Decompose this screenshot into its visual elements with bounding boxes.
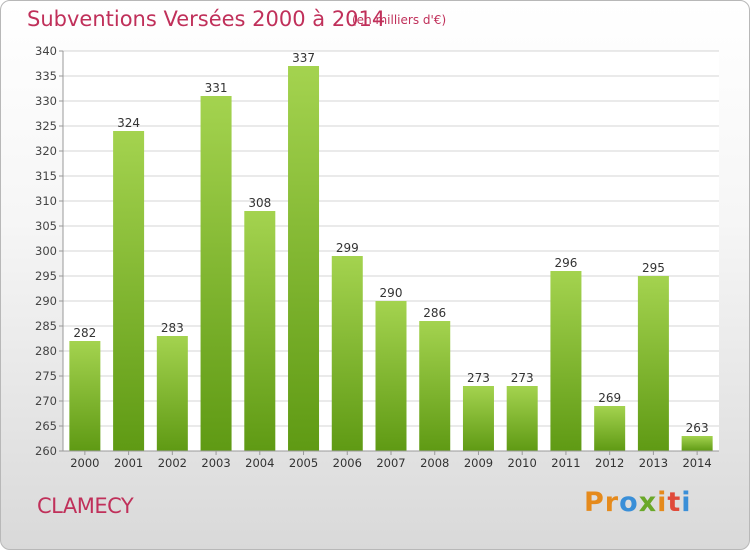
logo-letter: x: [638, 487, 658, 518]
x-tick-label: 2002: [158, 456, 187, 470]
x-tick-label: 2006: [333, 456, 362, 470]
bar: [375, 301, 407, 451]
y-tick-label: 325: [35, 119, 57, 133]
bar: [244, 211, 276, 451]
data-label: 290: [380, 286, 403, 300]
data-label: 263: [686, 421, 709, 435]
data-label: 273: [511, 371, 534, 385]
x-tick-label: 2001: [114, 456, 143, 470]
y-tick-label: 280: [35, 344, 57, 358]
y-tick-label: 335: [35, 69, 57, 83]
x-tick-label: 2007: [376, 456, 405, 470]
bar: [69, 341, 101, 451]
y-tick-label: 310: [35, 194, 57, 208]
bar: [681, 436, 713, 451]
y-tick-label: 270: [35, 394, 57, 408]
data-label: 282: [73, 326, 96, 340]
bar: [419, 321, 451, 451]
chart-unit: (en milliers d'€): [352, 13, 447, 27]
logo-letter: i: [657, 487, 668, 518]
data-label: 296: [554, 256, 577, 270]
logo-letter: r: [604, 487, 620, 518]
data-label: 269: [598, 391, 621, 405]
y-tick-label: 315: [35, 169, 57, 183]
data-label: 337: [292, 51, 315, 65]
y-tick-label: 340: [35, 44, 57, 58]
x-tick-label: 2000: [70, 456, 99, 470]
x-tick-label: 2010: [508, 456, 537, 470]
x-tick-label: 2013: [639, 456, 668, 470]
data-label: 295: [642, 261, 665, 275]
logo-letter: t: [667, 487, 682, 518]
data-label: 283: [161, 321, 184, 335]
y-tick-label: 320: [35, 144, 57, 158]
bar: [156, 336, 188, 451]
logo-letter: P: [584, 487, 605, 518]
y-tick-label: 295: [35, 269, 57, 283]
bar-chart: 282 324 283 331 308 337 299 290 286 273 273 296 269 2…: [35, 44, 719, 470]
logo-letter: i: [681, 487, 692, 518]
x-tick-label: 2003: [201, 456, 230, 470]
x-tick-label: 2011: [551, 456, 580, 470]
chart-title: Subventions Versées 2000 à 2014: [27, 7, 386, 31]
x-tick-label: 2012: [595, 456, 624, 470]
x-tick-label: 2005: [289, 456, 318, 470]
bar: [550, 271, 582, 451]
data-label: 324: [117, 116, 140, 130]
x-tick-label: 2009: [464, 456, 493, 470]
data-label: 286: [423, 306, 446, 320]
x-tick-label: 2004: [245, 456, 274, 470]
bar: [462, 386, 494, 451]
data-label: 273: [467, 371, 490, 385]
y-tick-label: 265: [35, 419, 57, 433]
y-tick-label: 330: [35, 94, 57, 108]
proxiti-logo: Proxiti: [584, 487, 692, 518]
y-tick-label: 290: [35, 294, 57, 308]
y-tick-label: 275: [35, 369, 57, 383]
data-label: 331: [205, 81, 228, 95]
data-label: 299: [336, 241, 359, 255]
bar: [637, 276, 669, 451]
y-tick-label: 305: [35, 219, 57, 233]
bar: [288, 66, 320, 451]
bar: [200, 96, 232, 451]
data-label: 308: [248, 196, 271, 210]
y-tick-label: 285: [35, 319, 57, 333]
y-tick-label: 300: [35, 244, 57, 258]
x-tick-label: 2014: [682, 456, 711, 470]
bar: [594, 406, 626, 451]
bar: [331, 256, 363, 451]
bar: [113, 131, 145, 451]
city-name: CLAMECY: [37, 494, 134, 518]
logo-letter: o: [619, 487, 639, 518]
y-tick-label: 260: [35, 444, 57, 458]
bar: [506, 386, 538, 451]
x-tick-label: 2008: [420, 456, 449, 470]
